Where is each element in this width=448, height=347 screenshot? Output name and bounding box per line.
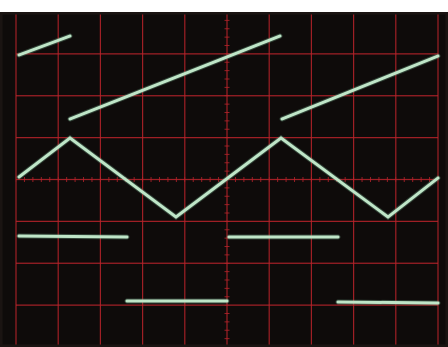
triangle-trace xyxy=(16,134,441,221)
square-high-1 xyxy=(17,234,129,239)
trace-group xyxy=(16,33,441,306)
sawtooth-trace xyxy=(16,33,441,122)
oscilloscope-screen xyxy=(0,12,448,347)
triangle-wave xyxy=(17,136,440,219)
sawtooth-segment-2 xyxy=(68,34,282,121)
oscilloscope-display xyxy=(0,12,448,347)
square-low-2 xyxy=(336,300,440,305)
square-trace xyxy=(16,233,441,306)
sawtooth-segment-3 xyxy=(280,54,440,121)
screen-bezel xyxy=(0,12,448,347)
caption-strip xyxy=(0,0,448,12)
sawtooth-segment-1 xyxy=(17,34,72,57)
